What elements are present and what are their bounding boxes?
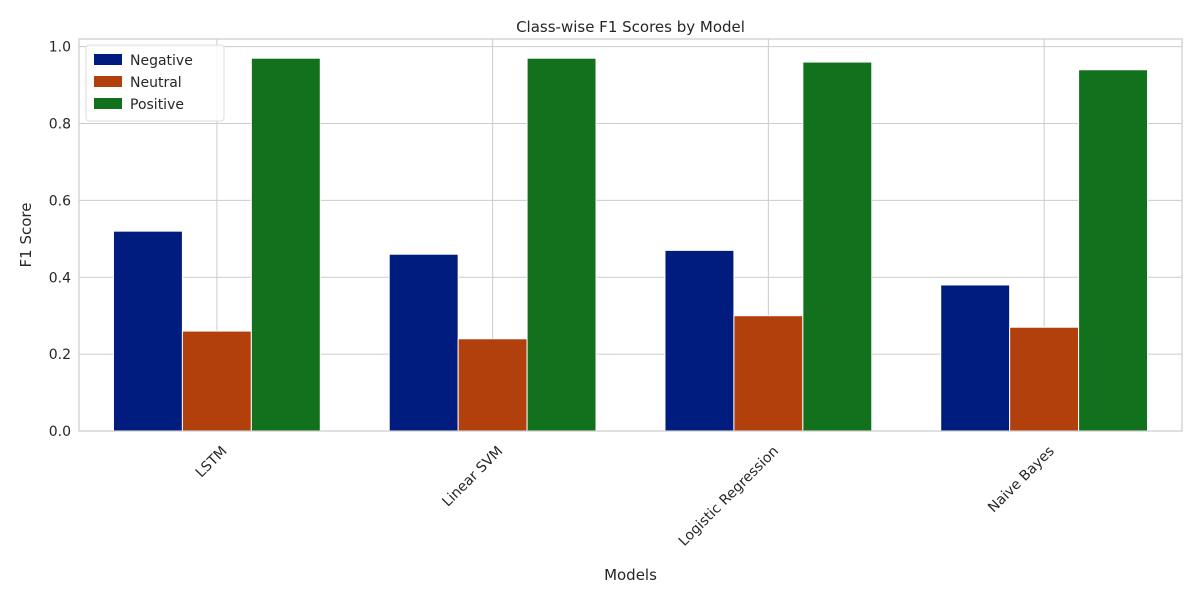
legend-label-neutral: Neutral [130, 75, 182, 91]
legend-swatch-positive [94, 98, 122, 109]
legend-label-positive: Positive [130, 97, 184, 113]
bar-negative-naive-bayes [940, 284, 1011, 432]
bar-neutral-logistic-regression [733, 315, 804, 432]
chart-title: Class-wise F1 Scores by Model [516, 18, 745, 36]
x-tick-label: Logistic Regression [676, 443, 782, 549]
bar-negative-linear-svm [388, 253, 459, 432]
y-tick-label: 0.6 [49, 193, 71, 209]
legend: Negative Neutral Positive [85, 44, 225, 122]
bar-neutral-naive-bayes [1009, 326, 1080, 432]
bar-positive-naive-bayes [1078, 69, 1149, 432]
legend-items: Negative Neutral Positive [94, 53, 193, 113]
y-axis-label: F1 Score [17, 203, 35, 268]
bar-positive-logistic-regression [802, 61, 873, 432]
y-tick-label: 1.0 [49, 40, 71, 56]
bar-negative-lstm [112, 230, 183, 432]
x-axis-ticks: LSTM Linear SVM Logistic Regression Naive B… [193, 443, 1058, 549]
x-tick-label: Naive Bayes [985, 443, 1058, 516]
y-axis-ticks: 0.0 0.2 0.4 0.6 0.8 1.0 [49, 40, 71, 440]
x-tick-label: Linear SVM [439, 443, 506, 510]
legend-label-negative: Negative [130, 53, 193, 69]
bar-negative-logistic-regression [664, 249, 735, 432]
x-tick-label: LSTM [193, 443, 231, 481]
y-tick-label: 0.2 [49, 347, 71, 363]
y-tick-label: 0.0 [49, 424, 71, 440]
y-tick-label: 0.4 [49, 270, 71, 286]
plot-frame [78, 38, 1183, 432]
bar-neutral-lstm [181, 330, 252, 432]
bars-layer [112, 57, 1149, 432]
legend-swatch-neutral [94, 76, 122, 87]
legend-swatch-negative [94, 54, 122, 65]
bar-neutral-linear-svm [457, 338, 528, 432]
x-axis-label: Models [604, 566, 657, 584]
bar-positive-lstm [250, 57, 321, 432]
y-tick-label: 0.8 [49, 117, 71, 133]
bar-positive-linear-svm [526, 57, 597, 432]
